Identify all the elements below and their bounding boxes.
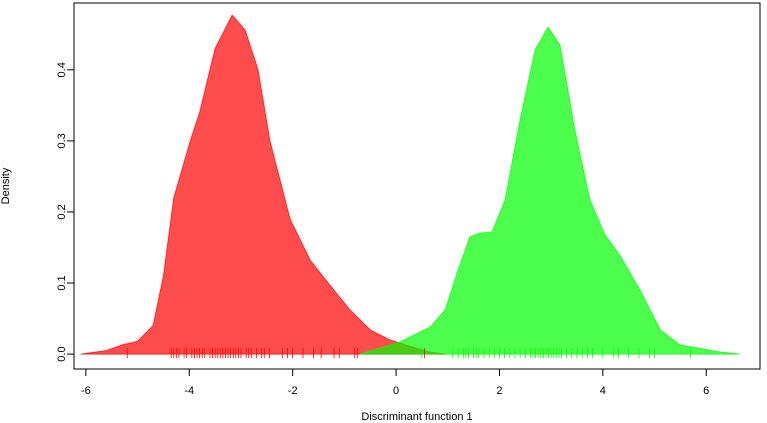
x-tick-label: 4 xyxy=(600,385,606,397)
x-tick-label: -6 xyxy=(81,385,91,397)
y-tick-label: 0.0 xyxy=(56,346,68,361)
y-axis-label: Density xyxy=(0,167,12,204)
density-area xyxy=(359,26,740,355)
x-tick-label: -4 xyxy=(184,385,194,397)
y-tick-label: 0.2 xyxy=(56,204,68,219)
density-area xyxy=(80,14,446,355)
y-tick-label: 0.3 xyxy=(56,133,68,148)
x-axis-label: Discriminant function 1 xyxy=(361,411,472,423)
x-tick-label: 0 xyxy=(393,385,399,397)
y-tick-label: 0.1 xyxy=(56,275,68,290)
x-tick-label: 2 xyxy=(496,385,502,397)
y-tick-label: 0.4 xyxy=(56,62,68,77)
x-tick-label: 6 xyxy=(703,385,709,397)
x-tick-label: -2 xyxy=(288,385,298,397)
